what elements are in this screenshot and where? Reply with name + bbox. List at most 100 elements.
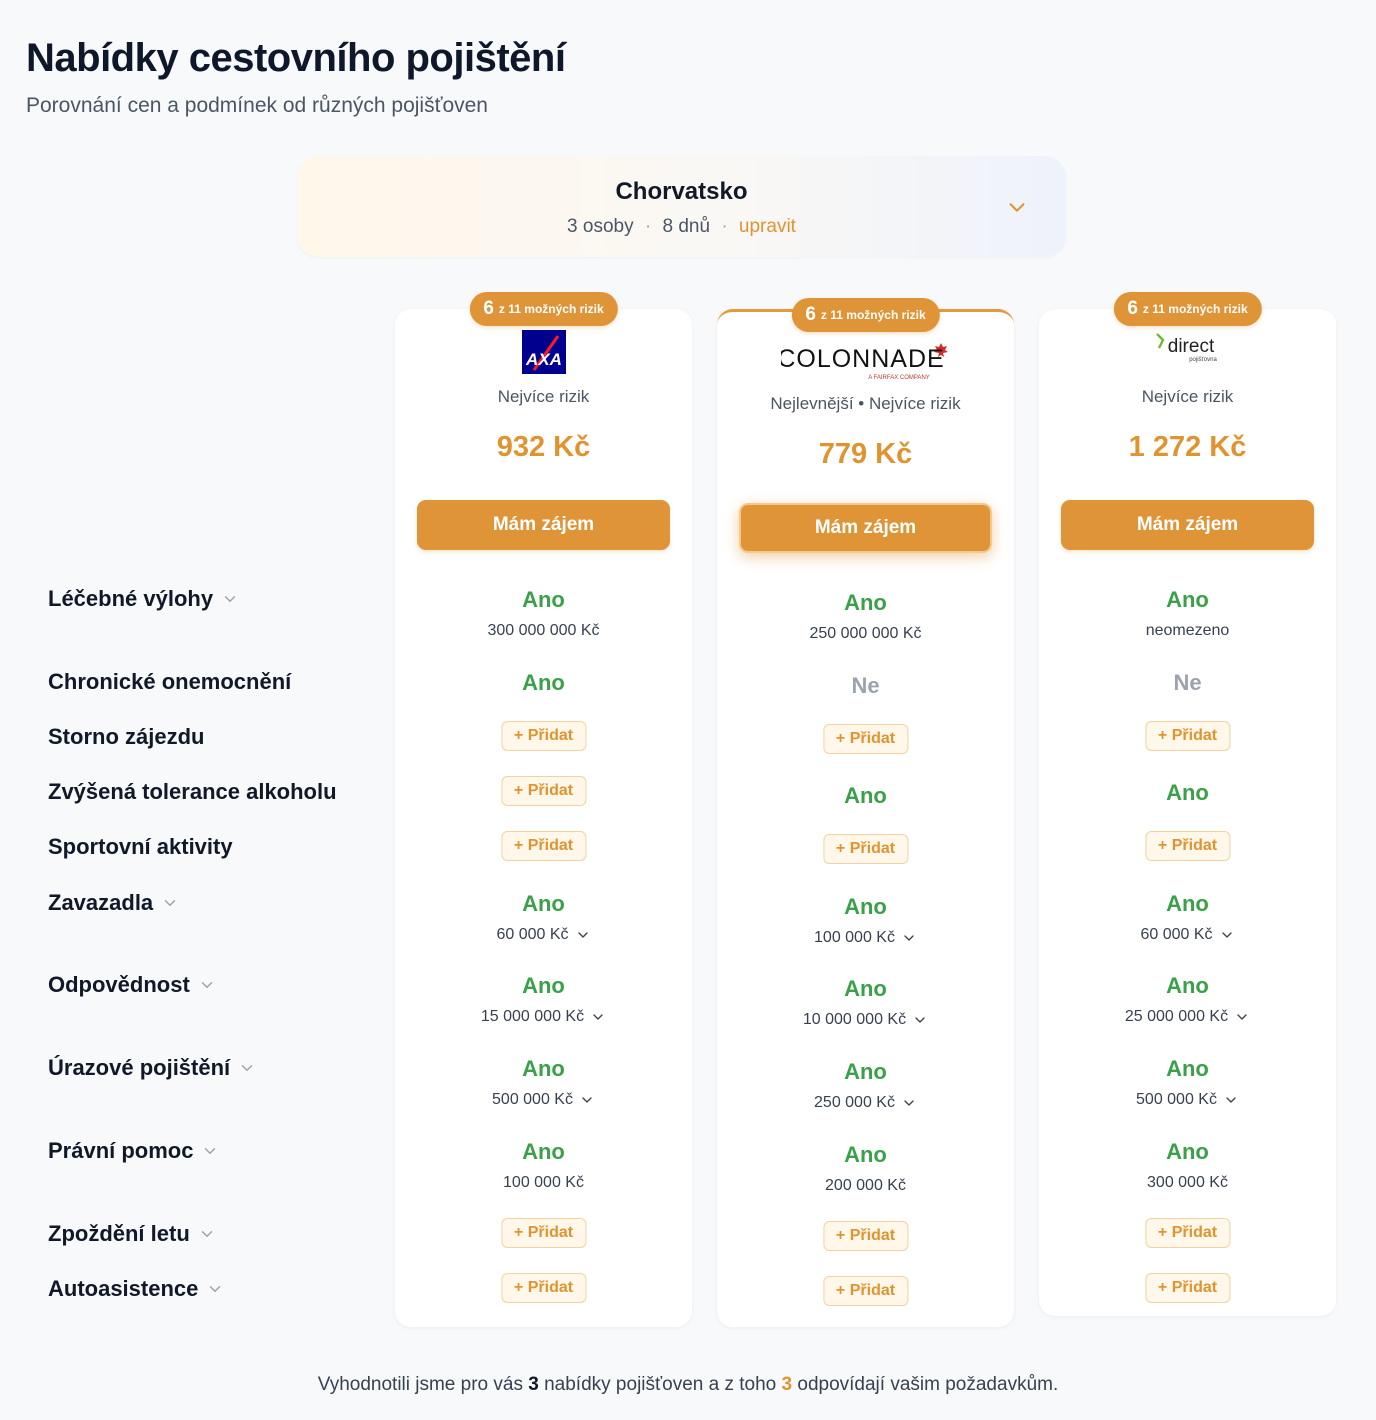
chevron-down-icon[interactable]: [590, 1009, 606, 1025]
offer-card: 6 z 11 možných rizik direct pojišťovna Nejví…: [1039, 292, 1336, 1316]
chevron-down-icon[interactable]: [1234, 1009, 1250, 1025]
footer-text-1: Vyhodnotili jsme pro vás: [317, 1374, 523, 1395]
coverage-limit-value: 15 000 000 Kč: [480, 1008, 585, 1025]
row-label[interactable]: Úrazové pojištění: [48, 1055, 256, 1081]
add-coverage-button[interactable]: + Přidat: [1144, 721, 1231, 751]
row-label[interactable]: Léčebné výlohy: [48, 586, 239, 612]
chevron-down-icon[interactable]: [221, 590, 239, 608]
chevron-down-icon[interactable]: [198, 976, 216, 994]
add-coverage-button[interactable]: + Přidat: [500, 1218, 587, 1248]
colonnade-logo-text: Colonnade: [781, 345, 945, 373]
coverage-no: Ne: [1173, 670, 1202, 695]
row-label[interactable]: Zpoždění letu: [48, 1221, 216, 1247]
trip-days: 8 dnů: [662, 216, 711, 237]
add-coverage-button[interactable]: + Přidat: [1144, 1273, 1231, 1303]
coverage-limit[interactable]: 15 000 000 Kč: [395, 1008, 692, 1026]
row-label[interactable]: Odpovědnost: [48, 972, 216, 998]
insurer-logo: AXA: [395, 330, 692, 374]
coverage-limit-value: 200 000 Kč: [825, 1177, 906, 1194]
chevron-down-icon[interactable]: [1223, 1092, 1239, 1108]
row-label-text: Úrazové pojištění: [48, 1055, 231, 1080]
colonnade-logo-subtext: A FAIRFAX COMPANY: [868, 375, 930, 381]
add-coverage-button[interactable]: + Přidat: [500, 721, 587, 751]
add-coverage-button[interactable]: + Přidat: [822, 1221, 909, 1251]
row-label[interactable]: Zavazadla: [48, 890, 179, 916]
chevron-down-icon[interactable]: [201, 1142, 219, 1160]
interest-button[interactable]: Mám zájem: [1061, 500, 1314, 550]
coverage-yes: Ano: [522, 670, 565, 695]
footer-count-total: 3: [528, 1374, 539, 1395]
chevron-down-icon[interactable]: [238, 1059, 256, 1077]
insurer-logo: Colonnade A FAIRFAX COMPANY: [717, 340, 1014, 382]
trip-persons: 3 osoby: [567, 216, 634, 237]
coverage-limit-value: 10 000 000 Kč: [802, 1011, 907, 1028]
trip-edit-link[interactable]: upravit: [738, 216, 796, 237]
coverage-limit[interactable]: 60 000 Kč: [395, 926, 692, 944]
chevron-down-icon[interactable]: [206, 1280, 224, 1298]
coverage-limit[interactable]: 500 000 Kč: [395, 1091, 692, 1109]
coverage-limit-value: 250 000 000 Kč: [809, 625, 922, 642]
row-label-text: Zpoždění letu: [48, 1221, 190, 1246]
interest-button[interactable]: Mám zájem: [417, 500, 670, 550]
add-coverage-button[interactable]: + Přidat: [500, 1273, 587, 1303]
coverage-yes: Ano: [1166, 1139, 1209, 1164]
axa-logo-text: AXA: [525, 350, 562, 369]
risk-count-number: 6: [1127, 298, 1138, 319]
chevron-down-icon[interactable]: [1219, 927, 1235, 943]
risk-count-number: 6: [483, 298, 494, 319]
risk-count-text: z 11 možných rizik: [498, 302, 604, 316]
row-label: Zvýšená tolerance alkoholu: [48, 779, 337, 805]
risk-count-number: 6: [805, 304, 816, 325]
chevron-down-icon[interactable]: [579, 1092, 595, 1108]
row-label-text: Storno zájezdu: [48, 724, 205, 749]
colonnade-logo: Colonnade A FAIRFAX COMPANY: [781, 343, 948, 381]
add-coverage-button[interactable]: + Přidat: [1144, 1218, 1231, 1248]
offer-price: 932 Kč: [496, 431, 591, 463]
risk-count-badge: 6 z 11 možných rizik: [469, 292, 618, 326]
coverage-yes: Ano: [844, 894, 887, 919]
add-coverage-button[interactable]: + Přidat: [822, 724, 909, 754]
interest-button[interactable]: Mám zájem: [739, 503, 992, 553]
row-label[interactable]: Autoasistence: [48, 1276, 224, 1302]
chevron-down-icon[interactable]: [912, 1012, 928, 1028]
page-subtitle: Porovnání cen a podmínek od různých poji…: [26, 94, 488, 117]
chevron-down-icon[interactable]: [198, 1225, 216, 1243]
coverage-limit-value: 100 000 Kč: [503, 1174, 584, 1191]
add-coverage-button[interactable]: + Přidat: [500, 831, 587, 861]
coverage-limit[interactable]: 60 000 Kč: [1039, 926, 1336, 944]
coverage-limit-value: 100 000 Kč: [814, 929, 895, 946]
trip-separator: ·: [644, 216, 652, 237]
coverage-yes: Ano: [844, 1059, 887, 1084]
offer-price: 779 Kč: [818, 438, 913, 470]
chevron-down-icon[interactable]: [161, 894, 179, 912]
coverage-limit-value: 60 000 Kč: [1140, 926, 1213, 943]
offer-card: 6 z 11 možných rizik AXA Nejvíce rizik 932 K…: [395, 292, 692, 1327]
coverage-yes: Ano: [844, 1142, 887, 1167]
coverage-limit[interactable]: 100 000 Kč: [717, 929, 1014, 947]
chevron-down-icon[interactable]: [575, 927, 591, 943]
insurer-logo: direct pojišťovna: [1039, 330, 1336, 368]
offer-tag: Nejlevnější • Nejvíce rizik: [770, 394, 961, 413]
coverage-limit[interactable]: 250 000 Kč: [717, 1094, 1014, 1112]
coverage-yes: Ano: [1166, 891, 1209, 916]
coverage-limit-value: 500 000 Kč: [492, 1091, 573, 1108]
trip-summary-card[interactable]: Chorvatsko 3 osoby · 8 dnů · upravit: [297, 156, 1066, 257]
coverage-limit[interactable]: 25 000 000 Kč: [1039, 1008, 1336, 1026]
add-coverage-button[interactable]: + Přidat: [822, 834, 909, 864]
coverage-limit-value: 300 000 000 Kč: [487, 622, 600, 639]
coverage-limit-value: 250 000 Kč: [814, 1094, 895, 1111]
footer-count-match: 3: [781, 1374, 793, 1395]
row-label-text: Odpovědnost: [48, 972, 190, 997]
coverage-limit[interactable]: 10 000 000 Kč: [717, 1011, 1014, 1029]
chevron-down-icon[interactable]: [901, 1095, 917, 1111]
coverage-limit[interactable]: 500 000 Kč: [1039, 1091, 1336, 1109]
offer-tag: Nejvíce rizik: [497, 387, 590, 406]
chevron-down-icon[interactable]: [901, 930, 917, 946]
row-label[interactable]: Právní pomoc: [48, 1138, 219, 1164]
risk-count-badge: 6 z 11 možných rizik: [1113, 292, 1262, 326]
row-label-text: Zvýšená tolerance alkoholu: [48, 779, 337, 804]
add-coverage-button[interactable]: + Přidat: [1144, 831, 1231, 861]
chevron-down-icon[interactable]: [1006, 196, 1028, 218]
add-coverage-button[interactable]: + Přidat: [500, 776, 587, 806]
add-coverage-button[interactable]: + Přidat: [822, 1276, 909, 1306]
